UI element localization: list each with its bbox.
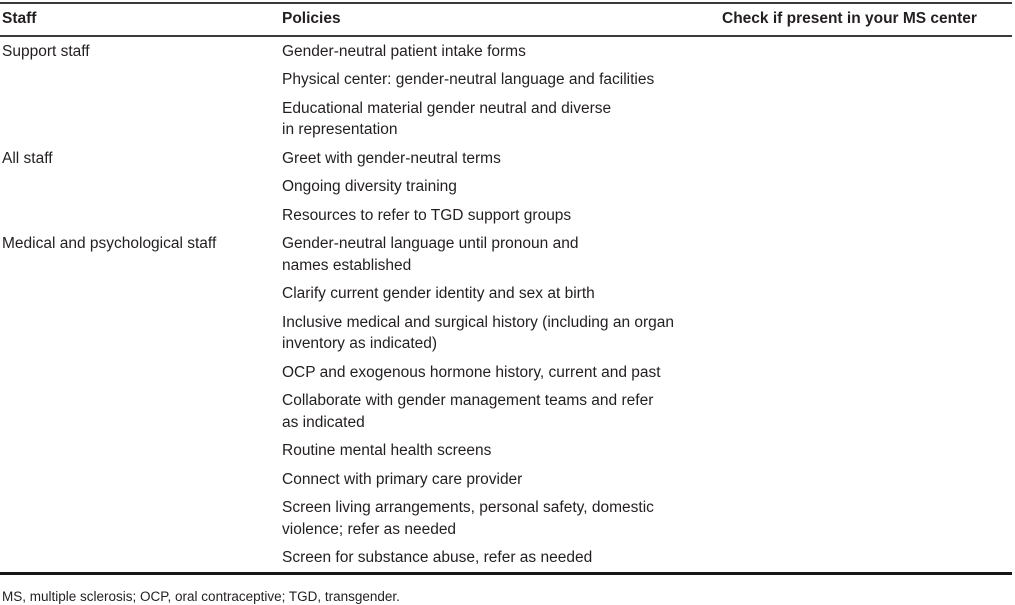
check-cell bbox=[720, 66, 1012, 95]
staff-cell: Support staff bbox=[2, 42, 90, 60]
check-cell bbox=[720, 94, 1012, 144]
check-cell bbox=[720, 544, 1012, 574]
check-cell bbox=[720, 36, 1012, 66]
check-cell bbox=[720, 280, 1012, 309]
check-cell bbox=[720, 308, 1012, 358]
check-cell bbox=[720, 387, 1012, 437]
table-row: All staff Greet with gender-neutral terms bbox=[0, 144, 1012, 173]
policy-cell: Screen living arrangements, personal saf… bbox=[282, 499, 654, 538]
table-row: Ongoing diversity training bbox=[0, 173, 1012, 202]
policy-cell: Connect with primary care provider bbox=[282, 470, 523, 488]
policy-cell: Gender-neutral patient intake forms bbox=[282, 42, 526, 60]
table-row: Support staff Gender-neutral patient inta… bbox=[0, 36, 1012, 66]
policy-cell: Collaborate with gender management teams… bbox=[282, 392, 654, 431]
staff-cell: All staff bbox=[2, 149, 53, 167]
policy-cell: Educational material gender neutral and … bbox=[282, 99, 612, 139]
check-cell bbox=[720, 173, 1012, 202]
table-row: OCP and exogenous hormone history, curre… bbox=[0, 358, 1012, 387]
check-cell bbox=[720, 144, 1012, 173]
table-row: Resources to refer to TGD support groups bbox=[0, 201, 1012, 230]
table-row: Collaborate with gender management teams… bbox=[0, 387, 1012, 437]
policy-cell: Routine mental health screens bbox=[282, 442, 492, 459]
check-cell bbox=[720, 358, 1012, 387]
table-row: Clarify current gender identity and sex … bbox=[0, 280, 1012, 309]
abbreviations-footnote: MS, multiple sclerosis; OCP, oral contra… bbox=[2, 589, 400, 604]
table-row: Inclusive medical and surgical history (… bbox=[0, 308, 1012, 358]
check-cell bbox=[720, 494, 1012, 544]
policy-cell: Physical center: gender-neutral language… bbox=[282, 71, 655, 88]
policy-cell: Resources to refer to TGD support groups bbox=[282, 206, 572, 224]
column-header-policies: Policies bbox=[280, 3, 720, 37]
policy-cell: Ongoing diversity training bbox=[282, 178, 457, 195]
table-row: Medical and psychological staff Gender-ne… bbox=[0, 230, 1012, 280]
check-cell bbox=[720, 437, 1012, 466]
policy-cell: Clarify current gender identity and sex … bbox=[282, 285, 595, 302]
column-header-check: Check if present in your MS center bbox=[720, 3, 1012, 37]
table-row: Connect with primary care provider bbox=[0, 465, 1012, 494]
table-row: Screen for substance abuse, refer as nee… bbox=[0, 544, 1012, 574]
policy-cell: OCP and exogenous hormone history, curre… bbox=[282, 363, 661, 381]
table-row: Screen living arrangements, personal saf… bbox=[0, 494, 1012, 544]
check-cell bbox=[720, 465, 1012, 494]
check-cell bbox=[720, 230, 1012, 280]
table-header: Staff Policies Check if present in your … bbox=[0, 3, 1012, 37]
table-body: Support staff Gender-neutral patient inta… bbox=[0, 36, 1012, 574]
table-row: Physical center: gender-neutral language… bbox=[0, 66, 1012, 95]
policy-cell: Greet with gender-neutral terms bbox=[282, 149, 501, 167]
policy-cell: Inclusive medical and surgical history (… bbox=[282, 313, 675, 353]
policy-checklist-table: Staff Policies Check if present in your … bbox=[0, 2, 1012, 575]
policy-cell: Gender-neutral language until pronoun an… bbox=[282, 235, 579, 274]
header-row: Staff Policies Check if present in your … bbox=[0, 3, 1012, 37]
table-row: Routine mental health screens bbox=[0, 437, 1012, 466]
column-header-staff: Staff bbox=[0, 3, 280, 37]
policy-cell: Screen for substance abuse, refer as nee… bbox=[282, 549, 593, 566]
table-row: Educational material gender neutral and … bbox=[0, 94, 1012, 144]
staff-cell: Medical and psychological staff bbox=[2, 235, 217, 252]
check-cell bbox=[720, 201, 1012, 230]
